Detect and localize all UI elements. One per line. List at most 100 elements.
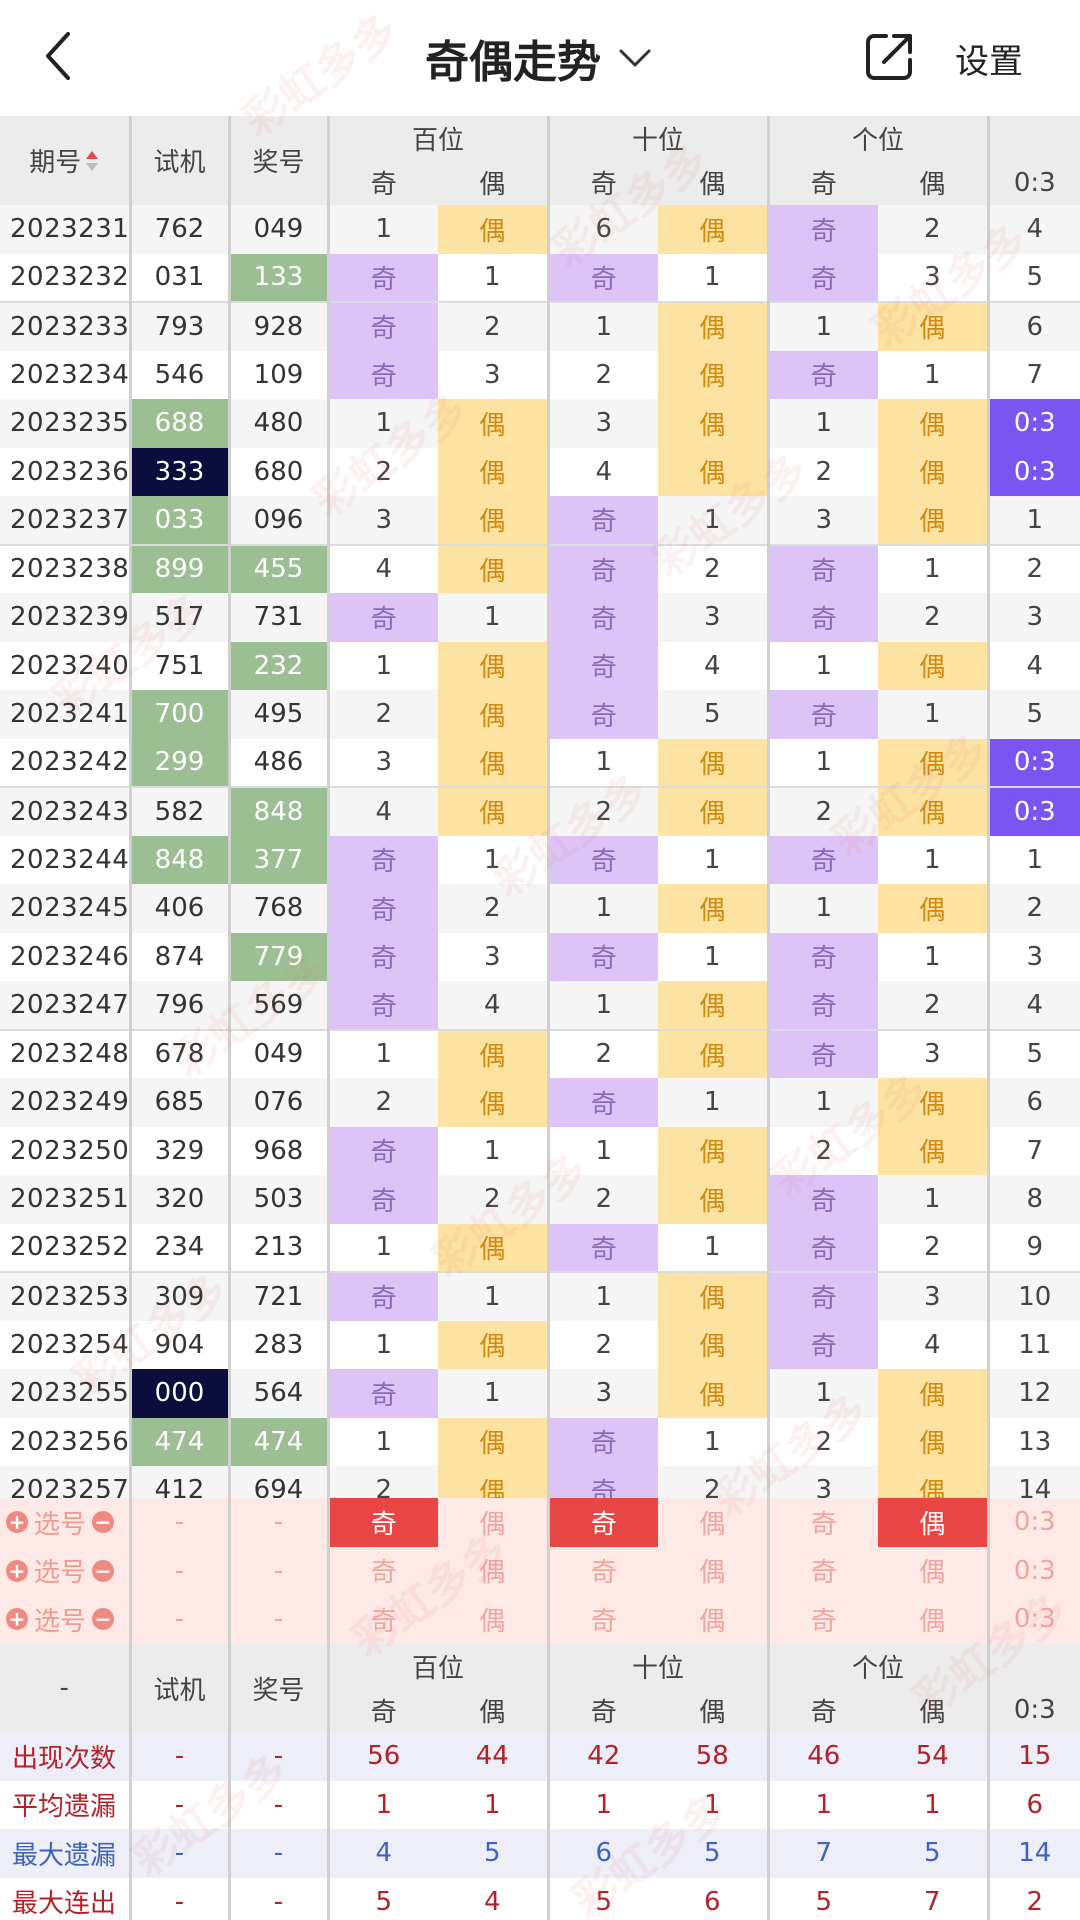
select-number-control: + 选号 − <box>0 1546 130 1595</box>
select-odd-toggle[interactable]: 奇 <box>766 1546 878 1595</box>
even-cell: 偶 <box>438 1417 548 1466</box>
prize-number-cell: 096 <box>227 496 328 545</box>
even-cell: 3 <box>658 593 768 642</box>
even-cell: 1 <box>878 543 988 593</box>
back-arrow-icon[interactable] <box>38 28 78 84</box>
select-even-toggle[interactable]: 偶 <box>658 1546 768 1595</box>
select-odd-toggle[interactable]: 奇 <box>546 1595 658 1644</box>
even-cell: 偶 <box>438 1028 548 1078</box>
plus-circle-icon[interactable]: + <box>6 1511 28 1534</box>
stats-value: 5 <box>438 1829 548 1878</box>
period-header[interactable]: 期号 <box>0 116 130 205</box>
select-even-toggle[interactable]: 偶 <box>878 1595 988 1644</box>
select-number-label[interactable]: 选号 <box>34 1509 87 1540</box>
select-odd-toggle[interactable]: 奇 <box>326 1546 438 1595</box>
even-cell: 偶 <box>658 981 768 1030</box>
stats-label: 最大遗漏 <box>0 1829 130 1878</box>
select-even-toggle[interactable]: 偶 <box>438 1595 548 1644</box>
period-cell: 2023238 <box>0 543 130 593</box>
odd-cell: 1 <box>766 884 878 933</box>
period-cell: 2023232 <box>0 253 130 302</box>
settings-button[interactable]: 设置 <box>955 42 1023 82</box>
even-cell: 偶 <box>658 1369 768 1418</box>
select-number-label[interactable]: 选号 <box>34 1606 87 1637</box>
minus-circle-icon[interactable]: − <box>92 1608 115 1631</box>
even-cell: 偶 <box>878 738 988 787</box>
odd-cell: 奇 <box>546 1417 658 1466</box>
period-cell: 2023254 <box>0 1320 130 1369</box>
odd-cell: 1 <box>766 301 878 351</box>
units-group-header: 个位 <box>766 116 989 160</box>
table-row: 2023248 678 049 1 偶 2 偶奇 3 5 <box>0 1028 1080 1078</box>
ratio-cell: 2 <box>986 543 1080 593</box>
select-trial-placeholder: - <box>128 1595 229 1644</box>
select-number-label[interactable]: 选号 <box>34 1558 87 1589</box>
even-cell: 偶 <box>658 1320 768 1369</box>
odd-cell: 1 <box>546 301 658 351</box>
odd-cell: 1 <box>326 1028 438 1078</box>
select-even-toggle[interactable]: 偶 <box>878 1498 988 1547</box>
ratio-cell: 5 <box>986 1028 1080 1078</box>
stats-value: 56 <box>326 1732 438 1781</box>
prize-number-cell: 283 <box>227 1320 328 1369</box>
select-ratio-toggle[interactable]: 0:3 <box>986 1498 1080 1547</box>
even-cell: 偶 <box>878 884 988 933</box>
period-cell: 2023248 <box>0 1028 130 1078</box>
even-cell: 偶 <box>878 301 988 351</box>
stats-tens-header: 十位 <box>546 1644 769 1688</box>
select-ratio-toggle[interactable]: 0:3 <box>986 1595 1080 1644</box>
stats-value: 1 <box>878 1780 988 1829</box>
stats-value: 6 <box>658 1877 768 1920</box>
stats-value: 1 <box>326 1780 438 1829</box>
odd-cell: 1 <box>546 981 658 1030</box>
odd-cell: 奇 <box>546 1223 658 1272</box>
even-cell: 1 <box>878 932 988 981</box>
select-even-toggle[interactable]: 偶 <box>438 1546 548 1595</box>
chevron-down-icon[interactable] <box>615 43 655 73</box>
trial-number-cell: 678 <box>128 1028 229 1078</box>
table-row: 2023251 320 503 奇 2 2 偶奇 1 8 <box>0 1175 1080 1224</box>
minus-circle-icon[interactable]: − <box>92 1559 115 1582</box>
prize-number-cell: 377 <box>227 835 328 884</box>
sort-icon[interactable] <box>85 149 99 179</box>
select-odd-toggle[interactable]: 奇 <box>546 1498 658 1547</box>
plus-circle-icon[interactable]: + <box>6 1559 28 1582</box>
select-odd-toggle[interactable]: 奇 <box>326 1498 438 1547</box>
ratio-cell: 4 <box>986 981 1080 1030</box>
select-odd-toggle[interactable]: 奇 <box>766 1498 878 1547</box>
select-odd-toggle[interactable]: 奇 <box>546 1546 658 1595</box>
odd-cell: 4 <box>326 786 438 836</box>
odd-cell: 1 <box>546 738 658 787</box>
stats-trial-value: - <box>128 1829 229 1878</box>
even-col-header: 偶 <box>878 160 989 205</box>
select-odd-toggle[interactable]: 奇 <box>766 1595 878 1644</box>
ratio-cell: 5 <box>986 690 1080 739</box>
even-cell: 偶 <box>658 447 768 496</box>
page-title[interactable]: 奇偶走势 <box>425 37 601 88</box>
plus-circle-icon[interactable]: + <box>6 1608 28 1631</box>
stats-even-header: 偶 <box>438 1688 549 1732</box>
select-even-toggle[interactable]: 偶 <box>658 1498 768 1547</box>
select-ratio-toggle[interactable]: 0:3 <box>986 1546 1080 1595</box>
period-cell: 2023235 <box>0 399 130 448</box>
stats-prize-value: - <box>227 1780 328 1829</box>
select-even-toggle[interactable]: 偶 <box>658 1595 768 1644</box>
trial-number-cell: 329 <box>128 1126 229 1175</box>
share-icon[interactable] <box>862 30 916 84</box>
select-odd-toggle[interactable]: 奇 <box>326 1595 438 1644</box>
select-even-toggle[interactable]: 偶 <box>878 1546 988 1595</box>
trial-number-cell: 517 <box>128 593 229 642</box>
trial-number-cell: 234 <box>128 1223 229 1272</box>
prize-number-cell: 232 <box>227 641 328 690</box>
table-row: 2023246 874 779 奇 3 奇 1 奇 1 3 <box>0 932 1080 981</box>
trend-table: 2023231 762 049 1 偶 6 偶奇 2 4 2023232 031 133 奇 1 奇 1 奇 3 5… <box>0 205 1080 1515</box>
trial-number-cell: 000 <box>128 1369 229 1418</box>
even-cell: 1 <box>658 835 768 884</box>
even-cell: 3 <box>438 932 548 981</box>
prize-number-cell: 569 <box>227 981 328 1030</box>
minus-circle-icon[interactable]: − <box>92 1511 115 1534</box>
select-trial-placeholder: - <box>128 1546 229 1595</box>
stats-label: 平均遗漏 <box>0 1780 130 1829</box>
odd-cell: 1 <box>546 884 658 933</box>
select-even-toggle[interactable]: 偶 <box>438 1498 548 1547</box>
